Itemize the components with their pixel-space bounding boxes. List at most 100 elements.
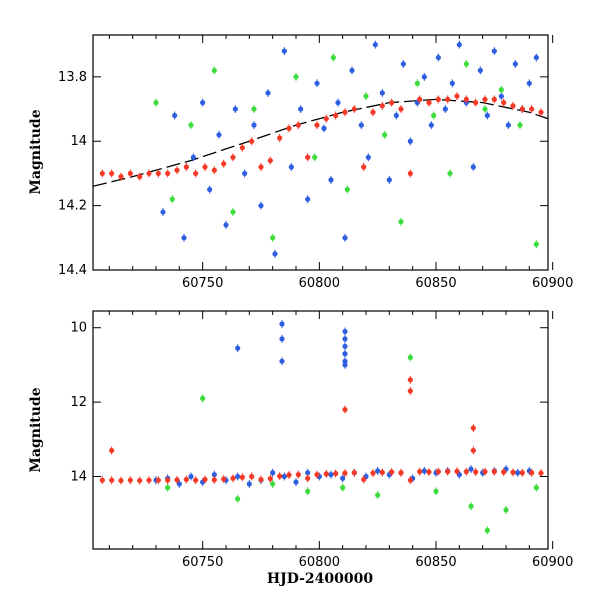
data-point: [421, 468, 427, 474]
data-point: [211, 477, 217, 483]
data-point: [288, 164, 294, 170]
data-point: [400, 61, 406, 67]
data-point: [230, 209, 236, 215]
trend-line: [93, 98, 548, 187]
ticks-bottom: 60750 60800 60850 60900 10 12 14: [70, 311, 573, 570]
data-point: [200, 100, 206, 106]
data-point: [314, 122, 320, 128]
data-point: [407, 170, 413, 177]
data-point: [216, 132, 222, 138]
data-point: [265, 90, 271, 96]
data-point: [435, 469, 441, 475]
data-point: [491, 96, 497, 102]
data-point: [370, 470, 376, 476]
data-point: [146, 477, 152, 483]
data-point: [305, 154, 311, 160]
data-point: [270, 235, 276, 241]
data-point: [270, 481, 276, 487]
panel-top: Magnitude 60750 60800 60850 60900 13.8 14 14.2…: [28, 34, 573, 291]
x-tick-label: 60900: [532, 276, 573, 291]
data-point: [211, 472, 217, 478]
data-point: [501, 100, 507, 106]
data-point: [239, 474, 245, 480]
data-point: [99, 477, 105, 483]
data-point: [251, 122, 257, 128]
data-point: [407, 388, 413, 394]
y-tick-label: 13.8: [58, 70, 87, 85]
data-point: [407, 477, 413, 483]
y-tick-label: 14.4: [58, 263, 87, 278]
data-point: [515, 470, 521, 476]
data-point: [305, 470, 311, 476]
data-point: [281, 473, 287, 480]
data-point: [249, 473, 255, 480]
data-point: [503, 507, 509, 513]
plot-area-0: [93, 40, 548, 258]
data-point: [342, 235, 348, 241]
data-point: [258, 203, 264, 209]
data-point: [174, 167, 180, 173]
data-point: [342, 351, 348, 357]
data-point: [426, 469, 432, 475]
data-point: [342, 328, 348, 335]
data-point: [118, 174, 124, 180]
data-point: [305, 488, 311, 494]
data-point: [246, 481, 252, 487]
data-point: [258, 164, 264, 170]
data-point: [277, 135, 283, 141]
data-point: [417, 469, 423, 475]
data-point: [358, 122, 364, 128]
data-point: [165, 485, 171, 491]
data-point: [305, 475, 311, 481]
data-point: [449, 80, 455, 86]
plot-layer-bottom: [99, 320, 544, 535]
data-point: [207, 186, 213, 193]
data-point: [517, 122, 523, 128]
data-point: [193, 170, 199, 177]
data-point: [165, 477, 171, 483]
data-point: [512, 61, 518, 67]
data-point: [482, 106, 488, 112]
data-point: [414, 80, 420, 86]
data-point: [482, 469, 488, 475]
data-point: [463, 96, 469, 102]
data-point: [155, 170, 161, 177]
data-point: [321, 125, 327, 131]
data-point: [127, 477, 133, 483]
data-point: [445, 469, 451, 475]
data-point: [127, 170, 133, 177]
y-tick-label: 14.2: [58, 199, 87, 214]
data-point: [305, 196, 311, 202]
x-axis-title-bottom: HJD-2400000: [267, 571, 374, 587]
data-point: [442, 106, 448, 112]
x-tick-label: 60750: [182, 276, 223, 291]
data-point: [342, 336, 348, 342]
data-point: [188, 473, 194, 480]
data-point: [468, 466, 474, 472]
data-point: [510, 103, 516, 109]
data-point: [333, 112, 339, 119]
data-point: [398, 219, 404, 225]
data-point: [342, 362, 348, 368]
data-point: [470, 425, 476, 431]
data-point: [529, 470, 535, 476]
data-point: [379, 469, 385, 475]
data-point: [137, 174, 143, 180]
data-point: [267, 157, 273, 164]
y-tick-label: 10: [70, 321, 87, 336]
data-point: [433, 488, 439, 494]
data-point: [407, 354, 413, 361]
plot-area-1: [99, 320, 544, 535]
data-point: [361, 164, 367, 170]
data-point: [533, 241, 539, 247]
data-point: [235, 473, 241, 480]
x-tick-label: 60800: [299, 555, 340, 570]
data-point: [533, 485, 539, 491]
data-point: [501, 469, 507, 475]
data-point: [386, 177, 392, 183]
data-point: [421, 74, 427, 80]
ticks-top: 60750 60800 60850 60900 13.8 14 14.2 14.4: [58, 35, 573, 291]
data-point: [435, 54, 441, 61]
data-point: [372, 42, 378, 48]
data-point: [342, 343, 348, 349]
